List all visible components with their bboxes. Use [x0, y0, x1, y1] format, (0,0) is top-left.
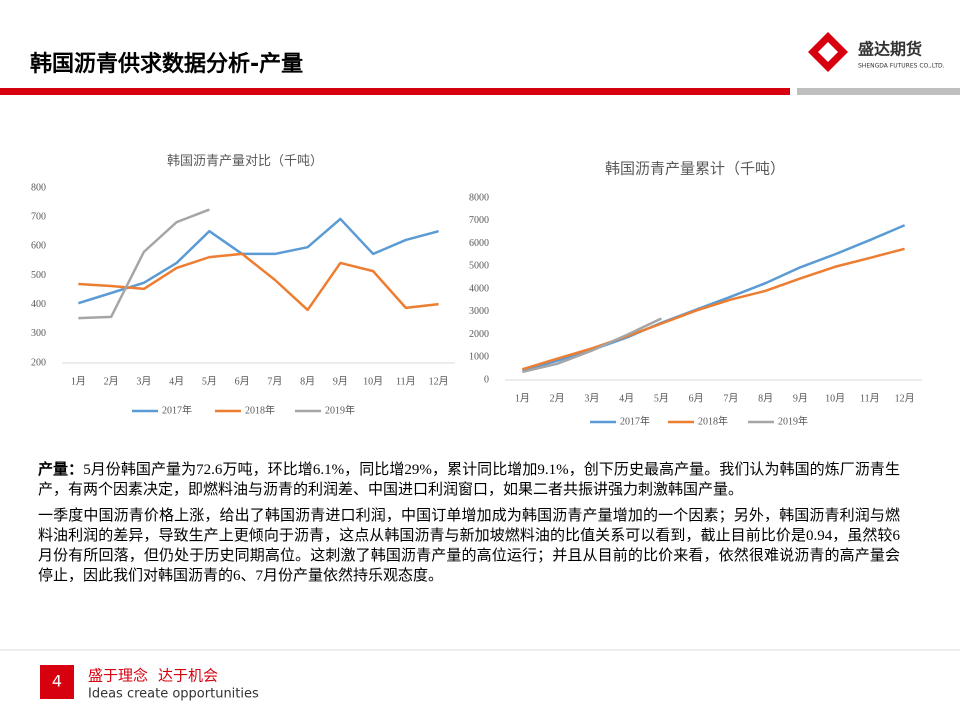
paragraph-label: 产量： [38, 462, 84, 478]
slogan-a: 盛于理念 [88, 667, 148, 685]
series-line [78, 252, 439, 312]
legend-label: 2017年 [620, 414, 650, 427]
body-text: 产量：5月份韩国产量为72.6万吨，环比增6.1%，同比增29%，累计同比增加9… [38, 460, 900, 592]
y-tick-label: 1000 [469, 352, 489, 363]
x-tick-label: 11月 [860, 392, 880, 404]
x-tick-label: 8月 [758, 392, 773, 404]
y-tick-label: 3000 [469, 306, 489, 317]
legend-label: 2018年 [698, 414, 728, 427]
series-line [522, 247, 905, 371]
chart-title: 韩国沥青产量累计（千吨） [605, 160, 785, 177]
y-tick-label: 5000 [469, 261, 489, 272]
legend-label: 2019年 [325, 403, 355, 416]
series-line [78, 208, 210, 320]
y-tick-label: 400 [31, 299, 46, 310]
paragraph-text: 5月份韩国产量为72.6万吨，环比增6.1%，同比增29%，累计同比增加9.1%… [38, 462, 900, 498]
x-tick-label: 7月 [267, 375, 282, 387]
x-tick-label: 6月 [689, 392, 704, 404]
x-tick-label: 11月 [396, 375, 416, 387]
x-tick-label: 12月 [895, 392, 915, 404]
legend-label: 2019年 [778, 414, 808, 427]
slide-title: 韩国沥青供求数据分析-产量 [30, 52, 304, 77]
x-tick-label: 8月 [300, 375, 315, 387]
x-tick-label: 4月 [169, 375, 184, 387]
y-tick-label: 6000 [469, 238, 489, 249]
y-tick-label: 8000 [469, 192, 489, 203]
y-tick-label: 700 [31, 211, 46, 222]
x-tick-label: 12月 [429, 375, 449, 387]
logo-name: 盛达期货 [858, 40, 922, 59]
y-tick-label: 800 [31, 182, 46, 193]
y-tick-label: 2000 [469, 329, 489, 340]
y-tick-label: 500 [31, 270, 46, 281]
paragraph: 产量：5月份韩国产量为72.6万吨，环比增6.1%，同比增29%，累计同比增加9… [38, 460, 900, 500]
slogan-b: 达于机会 [158, 667, 218, 685]
series-line [522, 224, 906, 372]
legend-label: 2017年 [162, 403, 192, 416]
header-bar-gray [797, 88, 960, 95]
x-tick-label: 10月 [363, 375, 383, 387]
series-line [522, 317, 662, 374]
y-tick-label: 7000 [469, 215, 489, 226]
y-tick-label: 4000 [469, 283, 489, 294]
header-bar [0, 88, 790, 95]
page-box [40, 665, 74, 699]
page-number: 4 [52, 672, 62, 691]
x-tick-label: 2月 [550, 392, 565, 404]
x-tick-label: 4月 [619, 392, 634, 404]
x-tick-label: 1月 [71, 375, 86, 387]
logo-sub: SHENGDA FUTURES CO.,LTD. [858, 63, 945, 70]
x-tick-label: 3月 [584, 392, 599, 404]
x-tick-label: 9月 [793, 392, 808, 404]
paragraph: 一季度中国沥青价格上涨，给出了韩国沥青进口利润，中国订单增加成为韩国沥青产量增加… [38, 508, 900, 584]
y-tick-label: 0 [484, 374, 489, 385]
x-tick-label: 6月 [235, 375, 250, 387]
legend-label: 2018年 [245, 403, 275, 416]
logo-icon [808, 32, 848, 72]
y-tick-label: 200 [31, 357, 46, 368]
chart-title: 韩国沥青产量对比（千吨） [167, 153, 323, 168]
slogan-en: Ideas create opportunities [88, 687, 259, 702]
x-tick-label: 7月 [723, 392, 738, 404]
x-tick-label: 10月 [825, 392, 845, 404]
x-tick-label: 3月 [136, 375, 151, 387]
x-tick-label: 5月 [202, 375, 217, 387]
series-line [78, 217, 439, 305]
x-tick-label: 5月 [654, 392, 669, 404]
x-tick-label: 9月 [333, 375, 348, 387]
x-tick-label: 1月 [515, 392, 530, 404]
y-tick-label: 300 [31, 328, 46, 339]
x-tick-label: 2月 [104, 375, 119, 387]
y-tick-label: 600 [31, 241, 46, 252]
